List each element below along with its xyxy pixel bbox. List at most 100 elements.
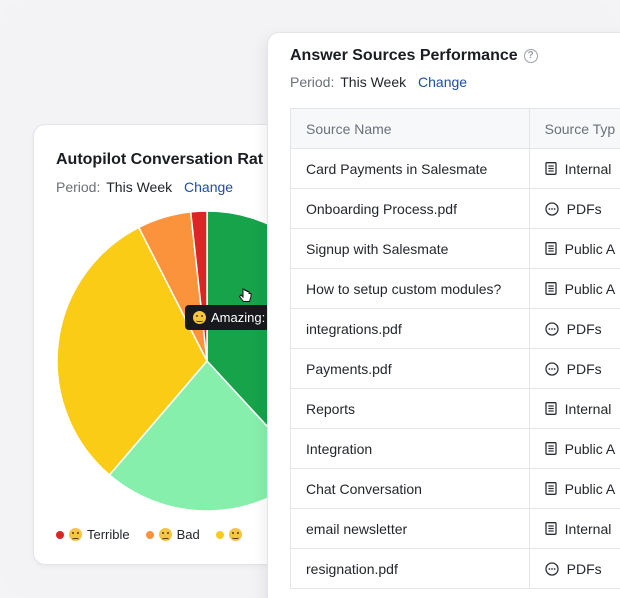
source-name-cell: Chat Conversation bbox=[290, 468, 530, 509]
period-row: Period: This Week Change bbox=[56, 179, 233, 195]
source-name-cell: How to setup custom modules? bbox=[290, 268, 530, 309]
doc-icon bbox=[544, 522, 557, 535]
table-row[interactable]: Card Payments in Salesmate Internal bbox=[290, 148, 620, 189]
okay-emoji-icon bbox=[228, 528, 242, 541]
source-type-content: PDFs bbox=[544, 560, 620, 577]
hand-cursor-icon bbox=[238, 288, 252, 302]
doc-icon bbox=[544, 482, 557, 495]
help-icon[interactable]: ? bbox=[523, 49, 538, 63]
pdf-icon bbox=[544, 361, 559, 376]
source-type-content: PDFs bbox=[544, 360, 620, 377]
doc-icon bbox=[544, 162, 557, 175]
pie-tooltip: Amazing: bbox=[185, 305, 274, 330]
source-type-content: Internal bbox=[544, 400, 620, 417]
legend-label: Bad bbox=[176, 527, 200, 542]
change-period-link[interactable]: Change bbox=[418, 74, 468, 90]
source-name-cell: resignation.pdf bbox=[290, 548, 530, 589]
tooltip-label: Amazing: bbox=[211, 310, 266, 325]
period-label: Period: bbox=[290, 74, 335, 90]
card-title: Autopilot Conversation Rat bbox=[56, 151, 264, 168]
period-value: This Week bbox=[106, 179, 173, 195]
source-type-content: Public A bbox=[544, 480, 620, 497]
period-row: Period: This Week Change bbox=[290, 74, 467, 90]
table-row[interactable]: Reports Internal bbox=[290, 388, 620, 429]
source-type-cell: PDFs bbox=[528, 548, 620, 589]
doc-icon bbox=[544, 242, 557, 255]
terrible-emoji-icon bbox=[69, 528, 82, 541]
pdf-icon bbox=[544, 561, 559, 576]
source-type-label: Internal bbox=[564, 400, 612, 417]
source-type-content: Internal bbox=[544, 520, 620, 537]
source-name-cell: Integration bbox=[290, 428, 530, 469]
source-type-label: PDFs bbox=[566, 200, 602, 217]
sources-table: Source Name Source Typ Card Payments in … bbox=[290, 108, 620, 589]
source-type-label: Public A bbox=[564, 440, 616, 457]
table-header-row: Source Name Source Typ bbox=[290, 108, 620, 149]
table-row[interactable]: Integration Public A bbox=[290, 428, 620, 469]
source-type-content: Public A bbox=[544, 280, 620, 297]
source-name-cell: Reports bbox=[290, 388, 530, 429]
source-name-cell: Onboarding Process.pdf bbox=[290, 188, 530, 229]
source-type-label: Public A bbox=[564, 240, 616, 257]
source-type-label: PDFs bbox=[566, 360, 602, 377]
period-value: This Week bbox=[340, 74, 407, 90]
source-type-label: Internal bbox=[564, 520, 612, 537]
table-row[interactable]: Payments.pdf PDFs bbox=[290, 348, 620, 389]
source-type-cell: Public A bbox=[528, 268, 620, 309]
pie-slice-okay[interactable] bbox=[56, 226, 208, 476]
table-row[interactable]: Chat Conversation Public A bbox=[290, 468, 620, 509]
source-type-label: Public A bbox=[564, 280, 616, 297]
legend-dot bbox=[56, 530, 64, 539]
source-name-cell: email newsletter bbox=[290, 508, 530, 549]
table-row[interactable]: Signup with Salesmate Public A bbox=[290, 228, 620, 269]
source-type-cell: PDFs bbox=[528, 308, 620, 349]
sources-table-body: Card Payments in Salesmate Internal Onboar… bbox=[290, 148, 620, 589]
source-type-content: PDFs bbox=[544, 200, 620, 217]
table-row[interactable]: How to setup custom modules? Public A bbox=[290, 268, 620, 309]
source-type-label: PDFs bbox=[566, 320, 602, 337]
doc-icon bbox=[544, 442, 557, 455]
source-type-cell: Internal bbox=[528, 508, 620, 549]
table-row[interactable]: Onboarding Process.pdf PDFs bbox=[290, 188, 620, 229]
change-period-link[interactable]: Change bbox=[184, 179, 234, 195]
doc-icon bbox=[544, 282, 557, 295]
card-title-text: Answer Sources Performance bbox=[290, 47, 518, 64]
table-row[interactable]: resignation.pdf PDFs bbox=[290, 548, 620, 589]
answer-sources-card: Answer Sources Performance ? Period: Thi… bbox=[267, 32, 620, 598]
period-label: Period: bbox=[56, 179, 101, 195]
pie-legend: Terrible Bad bbox=[56, 527, 242, 542]
column-header-source-type[interactable]: Source Typ bbox=[528, 108, 620, 149]
source-type-cell: Public A bbox=[528, 468, 620, 509]
source-type-cell: PDFs bbox=[528, 348, 620, 389]
source-type-cell: PDFs bbox=[528, 188, 620, 229]
table-row[interactable]: integrations.pdf PDFs bbox=[290, 308, 620, 349]
doc-icon bbox=[544, 402, 557, 415]
legend-item-okay[interactable] bbox=[215, 528, 242, 541]
column-header-source-name[interactable]: Source Name bbox=[290, 108, 530, 149]
card-title: Answer Sources Performance ? bbox=[290, 47, 538, 65]
source-type-content: Public A bbox=[544, 440, 620, 457]
bad-emoji-icon bbox=[158, 528, 172, 541]
source-name-cell: integrations.pdf bbox=[290, 308, 530, 349]
source-type-content: PDFs bbox=[544, 320, 620, 337]
table-row[interactable]: email newsletter Internal bbox=[290, 508, 620, 549]
source-type-label: Internal bbox=[564, 160, 612, 177]
source-type-cell: Internal bbox=[528, 388, 620, 429]
source-name-cell: Signup with Salesmate bbox=[290, 228, 530, 269]
legend-label: Terrible bbox=[87, 527, 130, 542]
legend-item-bad[interactable]: Bad bbox=[145, 527, 200, 542]
source-type-label: Public A bbox=[564, 480, 616, 497]
source-type-cell: Internal bbox=[528, 148, 620, 189]
source-type-cell: Public A bbox=[528, 228, 620, 269]
source-type-content: Internal bbox=[544, 160, 620, 177]
pdf-icon bbox=[544, 321, 559, 336]
legend-item-terrible[interactable]: Terrible bbox=[56, 527, 130, 542]
amazing-emoji-icon bbox=[193, 311, 206, 324]
source-type-cell: Public A bbox=[528, 428, 620, 469]
pdf-icon bbox=[544, 201, 559, 216]
source-name-cell: Payments.pdf bbox=[290, 348, 530, 389]
source-type-content: Public A bbox=[544, 240, 620, 257]
source-type-label: PDFs bbox=[566, 560, 602, 577]
source-name-cell: Card Payments in Salesmate bbox=[290, 148, 530, 189]
legend-dot bbox=[145, 530, 154, 539]
